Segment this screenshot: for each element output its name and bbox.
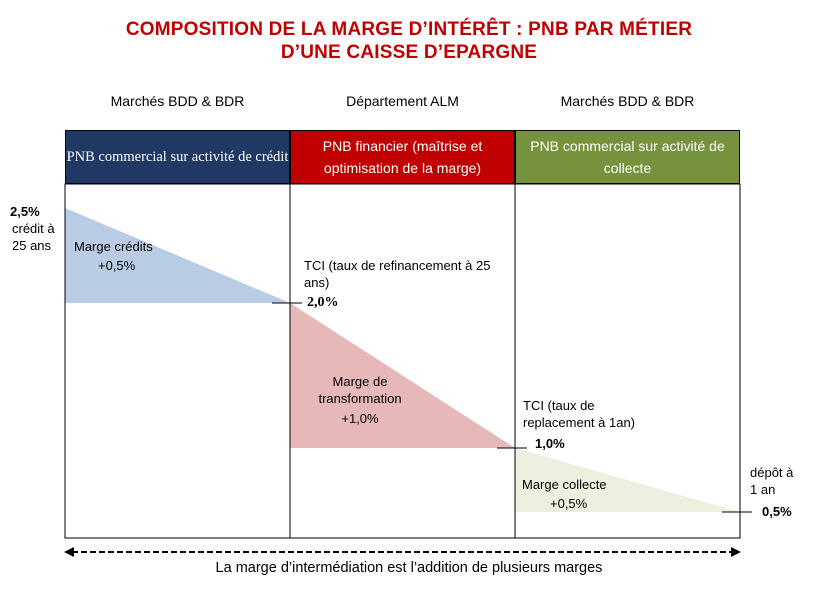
tci-25-label: TCI (taux de refinancement à 25 ans) [304,258,491,290]
box-alm: PNB financier (maîtrise et optimisation … [290,130,515,184]
credit-rate: 2,5% [10,204,40,219]
footer-caption: La marge d’intermédiation est l’addition… [215,560,603,576]
depot-rate: 0,5% [762,504,792,519]
transformation-margin-triangle [290,303,515,448]
title-line-2: D’UNE CAISSE D’EPARGNE [280,42,538,63]
box-credit-label: PNB commercial sur activité de crédit [66,149,289,165]
marge-collecte-label: Marge collecte [522,477,607,492]
footer-arrow-right-head [731,547,741,557]
marge-collecte-value: +0,5% [550,496,588,511]
collecte-margin-triangle [515,448,740,512]
column-header-alm: Département ALM [346,93,459,109]
marge-credits-value: +0,5% [98,258,136,273]
credit-margin-triangle [65,208,290,303]
marge-transfo-value: +1,0% [341,411,379,426]
depot-desc: dépôt à 1 an [750,465,794,497]
box-alm-label: PNB financier (maîtrise et optimisation … [322,138,483,176]
diagram-frame [64,183,741,539]
box-collecte: PNB commercial sur activité de collecte [515,130,740,184]
box-collecte-label: PNB commercial sur activité de collecte [530,138,725,176]
rate-1-0: 1,0% [535,436,565,451]
marge-transfo-label: Marge de transformation [318,374,402,406]
column-header-credit: Marchés BDD & BDR [110,93,245,109]
rate-2-0: 2,0% [307,295,339,310]
credit-desc: crédit à 25 ans [12,221,55,253]
footer-arrow-left-head [64,547,74,557]
title-line-1: COMPOSITION DE LA MARGE D’INTÉRÊT : PNB … [125,19,693,40]
tci-1an-label: TCI (taux de replacement à 1an) [523,398,636,430]
column-header-collecte: Marchés BDD & BDR [560,93,695,109]
box-credit: PNB commercial sur activité de crédit [65,130,290,184]
marge-credits-label: Marge crédits [74,239,153,254]
